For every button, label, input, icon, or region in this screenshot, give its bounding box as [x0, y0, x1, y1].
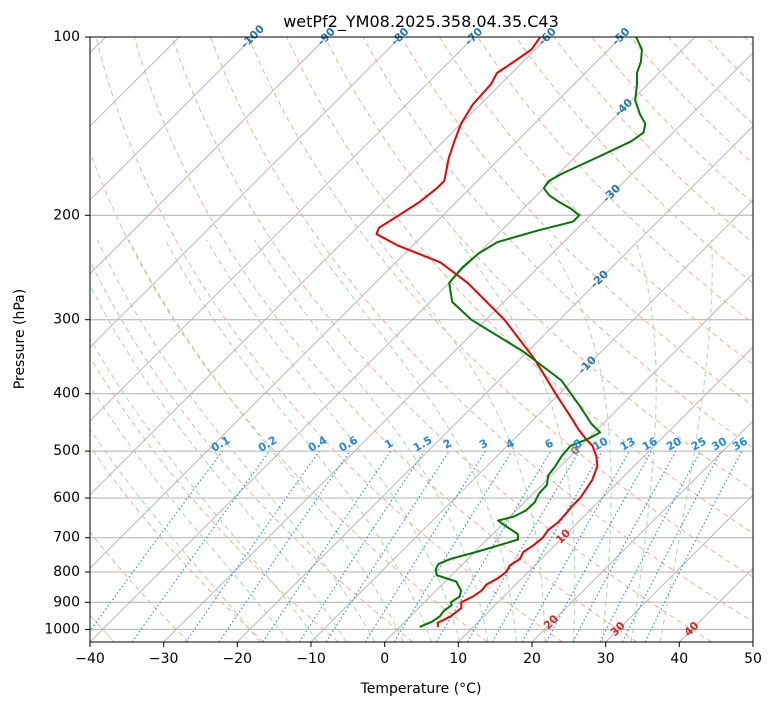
y-axis-label: Pressure (hPa) — [12, 289, 28, 389]
mixing-ratio-line — [521, 450, 630, 642]
dry-adiabat — [171, 37, 712, 642]
moist-adiabat — [378, 239, 546, 642]
grid-layer — [90, 37, 753, 642]
isotherm-line — [90, 37, 328, 275]
x-tick-label: 50 — [744, 651, 762, 667]
dry-adiabat — [90, 531, 190, 642]
isotherm-line — [163, 52, 753, 642]
plot-frame — [89, 36, 754, 643]
mixing-ratio-line — [90, 450, 223, 632]
moist-adiabat — [310, 239, 517, 642]
x-tick-label: 10 — [449, 651, 467, 667]
mixing-ratio-line — [131, 450, 270, 642]
series-layer — [375, 37, 647, 628]
isotherm-line — [236, 125, 753, 642]
mixing-ratio-line — [572, 450, 677, 642]
moist-adiabat — [630, 239, 657, 642]
moist-adiabat — [90, 337, 319, 642]
mixing-ratio-line — [644, 450, 743, 642]
dry-adiabat — [515, 37, 753, 284]
x-tick-label: 30 — [597, 651, 615, 667]
isotherm-line — [90, 37, 696, 642]
isotherm-line — [384, 273, 753, 642]
moist-adiabat — [128, 239, 404, 642]
y-tick-label: 800 — [53, 564, 80, 580]
dry-adiabat — [210, 37, 753, 623]
mixing-ratio-line — [185, 450, 320, 642]
x-tick-label: 0 — [380, 651, 389, 667]
dry-adiabat — [400, 37, 753, 407]
dry-adiabat — [90, 356, 339, 642]
moist-adiabat — [546, 239, 612, 642]
x-tick-label: −20 — [223, 651, 253, 667]
dry-adiabat — [438, 37, 753, 366]
x-tick-label: −10 — [296, 651, 326, 667]
axes-layer: −40 −30 −20 −10 0 10 20 30 40 50 100 200 300 400 500 60… — [44, 29, 762, 667]
x-tick-label: −40 — [75, 651, 105, 667]
mixing-ratio-line — [218, 450, 351, 642]
y-tick-label: 600 — [53, 490, 80, 506]
y-tick-label: 400 — [53, 386, 80, 402]
dry-adiabat — [95, 37, 563, 642]
x-axis-label: Temperature (°C) — [360, 681, 482, 697]
moist-adiabat — [457, 239, 576, 642]
isotherm-line — [605, 494, 753, 642]
dewpoint-profile — [419, 37, 647, 628]
mixing-ratio-line — [262, 450, 392, 642]
isotherm-line — [90, 37, 254, 201]
y-tick-label: 200 — [53, 207, 80, 223]
isotherm-line — [531, 420, 753, 642]
x-tick-label: 20 — [523, 651, 541, 667]
isotherm-line — [90, 37, 401, 348]
y-tick-label: 300 — [53, 312, 80, 328]
chart-title: wetPf2_YM08.2025.358.04.35.C43 — [283, 12, 559, 32]
moist-adiabat — [90, 384, 290, 642]
isotherm-line — [90, 37, 622, 569]
moist-adiabat — [90, 428, 261, 642]
x-tick-label: −30 — [149, 651, 179, 667]
isotherm-line — [457, 346, 753, 642]
y-tick-label: 700 — [53, 530, 80, 546]
temperature-profile — [375, 37, 599, 628]
y-tick-label: 1000 — [44, 621, 80, 637]
y-tick-label: 100 — [53, 29, 80, 45]
dry-adiabat — [90, 150, 488, 642]
isotherm-line — [90, 37, 549, 496]
moist-adiabat — [90, 284, 347, 642]
mixing-ratio-line — [298, 450, 425, 642]
moist-adiabat — [96, 239, 376, 642]
mixing-ratio-line — [545, 450, 653, 642]
mixing-ratio-line — [325, 450, 450, 642]
y-tick-label: 900 — [53, 594, 80, 610]
isotherm-line — [90, 37, 475, 422]
moist-adiabat — [659, 239, 713, 642]
dry-adiabat — [90, 259, 414, 642]
moist-adiabat — [206, 239, 461, 642]
dry-adiabat — [133, 37, 638, 642]
dry-adiabat — [248, 37, 753, 578]
x-tick-label: 40 — [670, 651, 688, 667]
moist-adiabat — [164, 239, 432, 642]
dry-adiabat — [90, 445, 264, 642]
y-tick-label: 500 — [53, 443, 80, 459]
mixing-ratio-line — [393, 450, 513, 642]
